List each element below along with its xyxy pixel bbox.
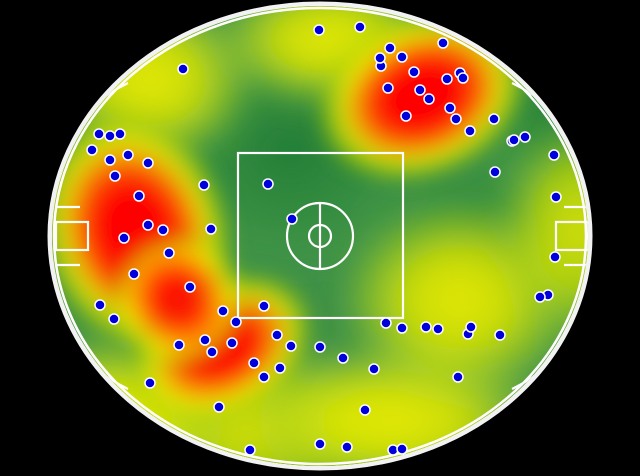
event-point xyxy=(118,232,130,244)
event-point xyxy=(108,313,120,325)
event-point xyxy=(550,191,562,203)
center-square xyxy=(236,151,405,320)
event-point xyxy=(285,340,297,352)
goal-square-left xyxy=(54,220,90,252)
event-point xyxy=(206,346,218,358)
event-point xyxy=(432,323,444,335)
event-point xyxy=(217,305,229,317)
event-point xyxy=(488,113,500,125)
event-point xyxy=(341,441,353,453)
event-point xyxy=(213,401,225,413)
event-point xyxy=(380,317,392,329)
event-point xyxy=(128,268,140,280)
event-point xyxy=(244,444,256,456)
event-point xyxy=(444,102,456,114)
event-point xyxy=(142,157,154,169)
event-point xyxy=(382,82,394,94)
event-point xyxy=(489,166,501,178)
event-point xyxy=(133,190,145,202)
event-point xyxy=(396,51,408,63)
event-point xyxy=(286,213,298,225)
event-point xyxy=(142,219,154,231)
event-point xyxy=(271,329,283,341)
event-point xyxy=(104,130,116,142)
event-point xyxy=(199,334,211,346)
event-point xyxy=(494,329,506,341)
event-point xyxy=(549,251,561,263)
event-point xyxy=(457,72,469,84)
event-point xyxy=(354,21,366,33)
event-point xyxy=(548,149,560,161)
event-point xyxy=(163,247,175,259)
event-point xyxy=(230,316,242,328)
event-points-layer xyxy=(86,21,562,456)
event-point xyxy=(337,352,349,364)
event-point xyxy=(114,128,126,140)
event-point xyxy=(508,134,520,146)
event-point xyxy=(313,24,325,36)
event-point xyxy=(144,377,156,389)
event-point xyxy=(184,281,196,293)
event-point xyxy=(248,357,260,369)
event-point xyxy=(384,42,396,54)
goal-square-right xyxy=(554,220,588,252)
event-point xyxy=(157,224,169,236)
event-point xyxy=(104,154,116,166)
event-point xyxy=(274,362,286,374)
event-point xyxy=(122,149,134,161)
event-point xyxy=(368,363,380,375)
event-point xyxy=(450,113,462,125)
heat-hot-zones xyxy=(52,7,531,426)
event-point xyxy=(420,321,432,333)
event-point xyxy=(94,299,106,311)
event-point xyxy=(423,93,435,105)
boundary-halo xyxy=(47,1,593,471)
event-point xyxy=(464,125,476,137)
event-point xyxy=(205,223,217,235)
event-point xyxy=(314,438,326,450)
event-point xyxy=(400,110,412,122)
event-point xyxy=(452,371,464,383)
event-point xyxy=(314,341,326,353)
event-point xyxy=(414,84,426,96)
event-point xyxy=(258,300,270,312)
event-point xyxy=(396,322,408,334)
event-point xyxy=(465,321,477,333)
event-point xyxy=(359,404,371,416)
event-point xyxy=(441,73,453,85)
event-point xyxy=(226,337,238,349)
event-point xyxy=(437,37,449,49)
event-point xyxy=(258,371,270,383)
event-point xyxy=(198,179,210,191)
event-point xyxy=(374,52,386,64)
event-point xyxy=(519,131,531,143)
event-point xyxy=(177,63,189,75)
boundary-line xyxy=(52,6,588,466)
event-point xyxy=(408,66,420,78)
event-point xyxy=(534,291,546,303)
event-point xyxy=(93,128,105,140)
event-point xyxy=(109,170,121,182)
event-point xyxy=(396,443,408,455)
event-point xyxy=(86,144,98,156)
event-point xyxy=(173,339,185,351)
event-point xyxy=(262,178,274,190)
